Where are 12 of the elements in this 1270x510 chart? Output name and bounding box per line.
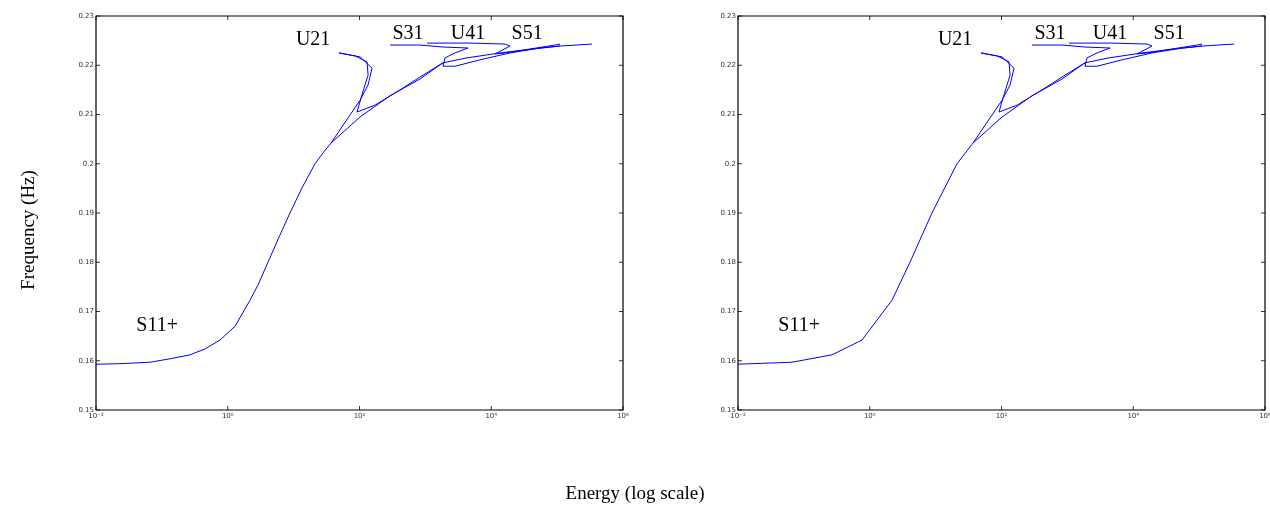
annotation: S31 — [1034, 21, 1066, 44]
annotation: S11+ — [136, 313, 178, 336]
annotation: S31 — [392, 21, 424, 44]
annotation: S51 — [1153, 21, 1185, 44]
annotation: S11+ — [778, 313, 820, 336]
annotation: S51 — [511, 21, 543, 44]
y-axis-title: Frequency (Hz) — [17, 170, 39, 290]
x-axis-title: Energy (log scale) — [565, 482, 705, 504]
annotation: U21 — [295, 27, 331, 50]
annotation: U21 — [937, 27, 973, 50]
annotation: U41 — [1092, 21, 1128, 44]
annotation: U41 — [450, 21, 486, 44]
